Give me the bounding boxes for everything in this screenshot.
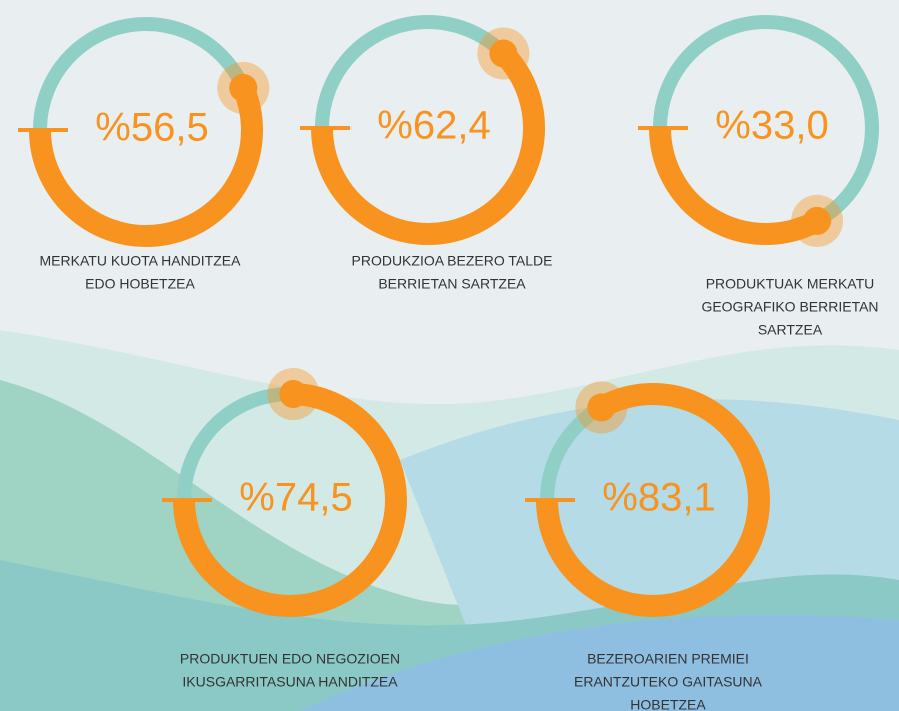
ring-progress <box>311 45 545 245</box>
wave <box>300 614 899 711</box>
ring-progress <box>29 83 263 247</box>
category-label: BEZEROARIEN PREMIEI <box>587 651 749 667</box>
category-label: IKUSGARRITASUNA HANDITZEA <box>182 674 398 690</box>
value-label: %33,0 <box>715 104 828 148</box>
end-dot <box>229 73 258 102</box>
value-label: %83,1 <box>602 476 715 520</box>
category-label: BERRIETAN SARTZEA <box>378 276 526 292</box>
end-dot <box>279 380 308 409</box>
category-label: SARTZEA <box>758 322 823 338</box>
end-dot <box>489 39 518 68</box>
category-label: PRODUKTUAK MERKATU <box>706 276 875 292</box>
category-label: HOBETZEA <box>630 697 706 711</box>
category-label: ERANTZUTEKO GAITASUNA <box>574 674 763 690</box>
value-label: %74,5 <box>239 476 352 520</box>
category-label: MERKATU KUOTA HANDITZEA <box>40 253 242 269</box>
ring-progress <box>536 383 770 617</box>
ring-progress <box>173 383 407 617</box>
category-label: EDO HOBETZEA <box>85 276 195 292</box>
category-label: PRODUKTUEN EDO NEGOZIOEN <box>180 651 400 667</box>
value-label: %62,4 <box>377 104 490 148</box>
value-label: %56,5 <box>95 106 208 150</box>
end-dot <box>587 393 616 422</box>
category-label: GEOGRAFIKO BERRIETAN <box>701 299 878 315</box>
end-dot <box>803 206 832 235</box>
ring-progress <box>649 127 823 245</box>
category-label: PRODUKZIOA BEZERO TALDE <box>352 253 553 269</box>
